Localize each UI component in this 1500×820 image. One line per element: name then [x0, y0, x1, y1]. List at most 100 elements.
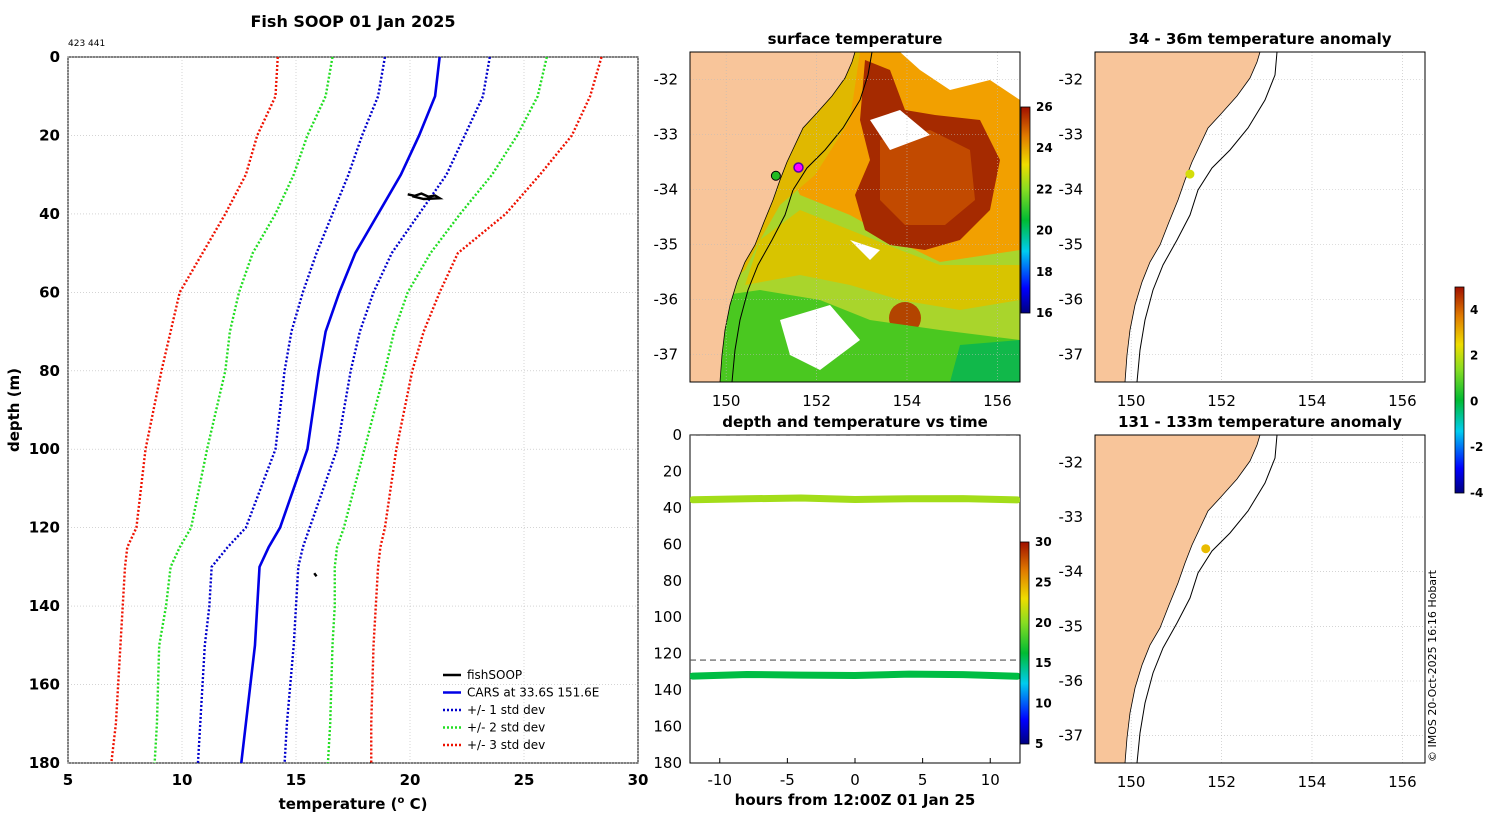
map-xtick: 156: [1388, 392, 1417, 410]
anom133-title: 131 - 133m temperature anomaly: [1118, 413, 1402, 431]
legend-label: CARS at 33.6S 151.6E: [467, 686, 599, 700]
ts-ytick: 60: [663, 535, 682, 553]
profile-series-5: [370, 56, 603, 763]
map-xtick: 156: [1388, 773, 1417, 791]
map-xtick: 152: [802, 392, 831, 410]
degree-superscript: o: [397, 795, 404, 806]
anom36-isobath: [1136, 52, 1278, 382]
surface-land: [690, 52, 856, 382]
surface-colorbar-tick: 22: [1036, 182, 1053, 196]
map-xtick: 152: [1207, 773, 1236, 791]
map-ytick: -35: [1059, 617, 1084, 635]
ts-colorbar-gradient: [1019, 541, 1030, 745]
surface-grid: [690, 52, 1020, 382]
anom36-ticks: 150 152 154 156 -32 -33 -34 -35 -36 -37: [1059, 71, 1417, 411]
surface-colorbar-tick: 18: [1036, 265, 1053, 279]
anom133-ticks: 150 152 154 156 -32 -33 -34 -35 -36 -37: [1059, 453, 1417, 791]
profile-legend: fishSOOP CARS at 33.6S 151.6E +/- 1 std de…: [443, 668, 599, 752]
anom133-point: [1201, 544, 1211, 554]
credit-text: © IMOS 20-Oct-2025 16:16 Hobart: [1426, 569, 1439, 762]
profile-lines: [110, 56, 603, 764]
sst-south-darkgreen: [950, 340, 1020, 382]
ts-axes-frame: [689, 434, 1021, 764]
profile-grid: [67, 56, 639, 764]
ts-ytick: 40: [663, 499, 682, 517]
profile-xtick: 10: [172, 771, 193, 789]
profile-ytick: 40: [39, 205, 60, 223]
anomaly-133m-panel: 131 - 133m temperature anomaly 150 152 154…: [1059, 413, 1426, 791]
profile-series-3: [326, 56, 548, 764]
surface-title: surface temperature: [768, 30, 943, 48]
map-xtick: 152: [1207, 392, 1236, 410]
figure-title: Fish SOOP 01 Jan 2025: [251, 12, 456, 31]
profile-ytick: 60: [39, 283, 60, 301]
profile-series-6: [110, 56, 279, 764]
sst-cloud-gaps: [780, 52, 1020, 370]
map-ytick: -32: [1059, 71, 1084, 89]
id-label: 423 441: [68, 39, 105, 49]
time-series-panel: depth and temperature vs time -10 -5 0 5 100…: [653, 413, 1051, 809]
surface-colorbar-tick: 16: [1036, 306, 1053, 320]
surface-ticks: 150 152 154 156 -32 -33 -34 -35 -36 -37: [654, 71, 1012, 411]
anomaly-colorbar-gradient: [1454, 286, 1465, 494]
anom133-land: [1095, 435, 1261, 763]
anom133-points: [1201, 544, 1211, 554]
fishsoop-observations: [313, 192, 444, 578]
map-ytick: -36: [1059, 291, 1084, 309]
ts-series-1: [690, 670, 1020, 680]
map-ytick: -35: [1059, 236, 1084, 254]
ts-ytick: 120: [653, 645, 682, 663]
anomaly-colorbar-tick: -4: [1470, 486, 1483, 500]
ts-ytick: 140: [653, 681, 682, 699]
ts-colorbar-tick: 10: [1035, 697, 1052, 711]
surface-colorbar: 16 18 20 22 24 26: [1020, 100, 1053, 320]
anomaly-colorbar-tick: 2: [1470, 349, 1478, 363]
surface-markers: [770, 162, 804, 181]
surface-colorbar-gradient: [1020, 106, 1031, 314]
profile-xtick: 30: [628, 771, 649, 789]
ts-colorbar-tick: 15: [1035, 656, 1052, 670]
fishsoop-cluster-0: [407, 192, 444, 201]
surface-200m-isobath: [731, 52, 873, 382]
profile-axes-frame: [67, 56, 639, 764]
map-ytick: -32: [654, 71, 679, 89]
map-ytick: -37: [654, 346, 679, 364]
anomaly-colorbar-tick: 4: [1470, 303, 1478, 317]
map-ytick: -32: [1059, 453, 1084, 471]
anom36-land: [1095, 52, 1261, 382]
map-ytick: -33: [1059, 126, 1084, 144]
anomaly-colorbar: -4 -2 0 2 4: [1454, 286, 1483, 500]
anom36-points: [1185, 169, 1195, 179]
map-xtick: 150: [1117, 392, 1146, 410]
anomaly-36m-panel: 34 - 36m temperature anomaly 150 152 154 15…: [1059, 30, 1426, 410]
ts-xtick: -10: [708, 771, 733, 789]
profile-xtick: 5: [63, 771, 73, 789]
legend-label: +/- 1 std dev: [467, 703, 545, 717]
profile-ytick: 120: [29, 519, 60, 537]
map-ytick: -33: [654, 126, 679, 144]
profile-ticks: 5 10 15 20 25 30 0 20 40 60 80 100 120 140 160 180: [29, 48, 649, 789]
profile-ytick: 100: [29, 440, 60, 458]
surface-colorbar-tick: 24: [1036, 141, 1053, 155]
anom133-axes-frame: [1094, 434, 1426, 764]
map-ytick: -34: [1059, 563, 1084, 581]
anomaly-colorbar-tick: -2: [1470, 440, 1483, 454]
map-ytick: -37: [1059, 346, 1084, 364]
profile-series-2: [196, 56, 387, 764]
ts-content: [690, 435, 1020, 680]
profile-xtick: 20: [400, 771, 421, 789]
profile-ytick: 160: [29, 676, 60, 694]
sst-central-band: [745, 210, 1020, 310]
map-xtick: 154: [1298, 392, 1327, 410]
fishsoop-cluster-1: [313, 572, 318, 578]
surface-colorbar-tick: 26: [1036, 100, 1053, 114]
anom36-point: [1185, 169, 1195, 179]
profile-panel: 5 10 15 20 25 30 0 20 40 60 80 100 120 140 160 180 temp…: [5, 48, 648, 813]
ts-colorbar: 5 10 15 20 25 30: [1019, 535, 1052, 751]
sst-eddy-inner: [880, 130, 975, 225]
ts-xtick: -5: [780, 771, 795, 789]
map-ytick: -36: [1059, 672, 1084, 690]
profile-xtick: 25: [514, 771, 535, 789]
